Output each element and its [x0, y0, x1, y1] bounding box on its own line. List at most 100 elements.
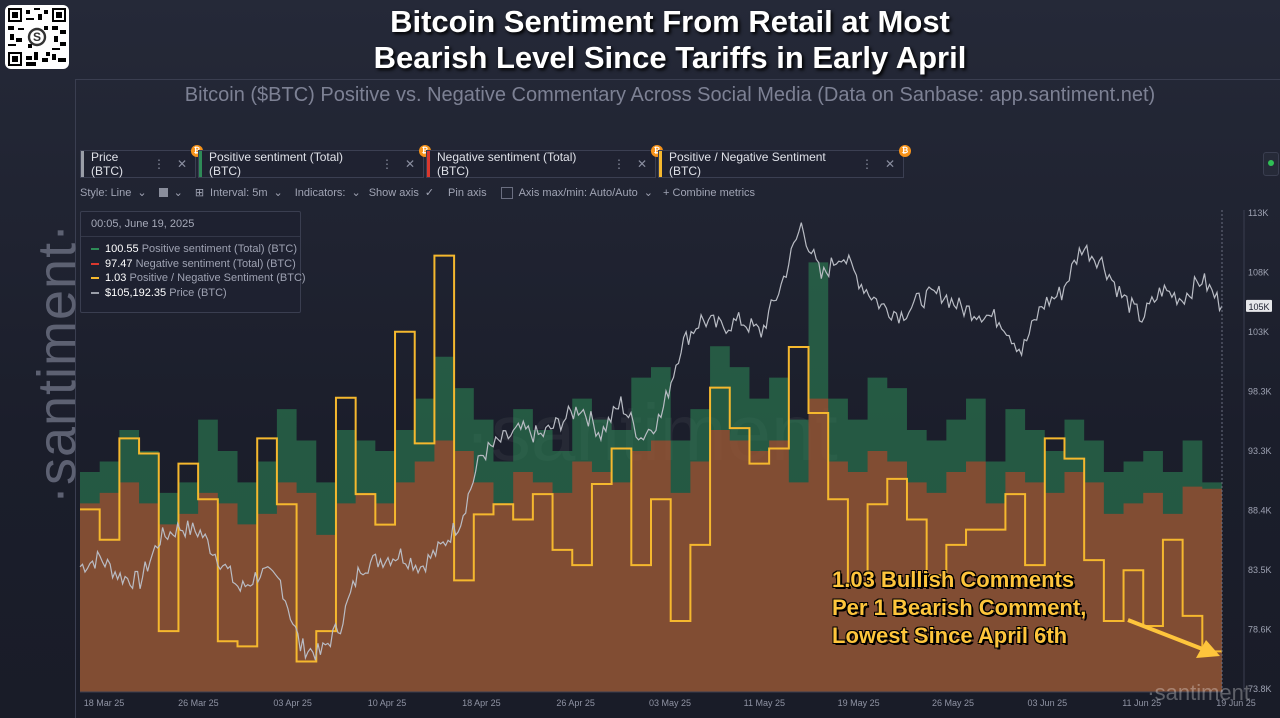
tab-menu-icon[interactable]: ⋮: [380, 157, 393, 171]
x-tick-label: 18 Apr 25: [462, 698, 501, 708]
close-icon[interactable]: ✕: [884, 157, 895, 171]
status-dot-icon: [1268, 160, 1274, 166]
tooltip-row-ratio: 1.03 Positive / Negative Sentiment (BTC): [81, 271, 306, 286]
y-tick-label: 93.3K: [1248, 446, 1272, 456]
close-icon[interactable]: ✕: [176, 157, 187, 171]
tab-negative-sentiment[interactable]: Negative sentiment (Total) (BTC) ⋮ ✕ ₿: [426, 145, 663, 178]
annotation-line-1: 1.03 Bullish Comments: [832, 567, 1075, 592]
chevron-down-icon[interactable]: ⌄: [643, 187, 654, 199]
indicators-dropdown[interactable]: Indicators:: [294, 186, 346, 199]
y-tick-label: 88.4K: [1248, 506, 1272, 516]
chart-toolbar: Style: Line ⌄ ⌄ ⊞ Interval: 5m ⌄ Indicat…: [80, 186, 761, 199]
tooltip-value: 1.03: [105, 272, 127, 284]
tab-menu-icon[interactable]: ⋮: [612, 157, 625, 171]
tab-label: Positive sentiment (Total) (BTC): [209, 150, 344, 178]
qr-code: S: [5, 5, 69, 69]
style-dropdown[interactable]: Style: Line: [80, 186, 132, 199]
interval-dropdown[interactable]: Interval: 5m: [210, 186, 268, 199]
tooltip-label: Positive sentiment (Total) (BTC): [141, 243, 297, 255]
tooltip-label: Negative sentiment (Total) (BTC): [135, 257, 296, 270]
color-swatch-icon[interactable]: [158, 188, 168, 197]
annotation-arrow-head-icon: [1196, 640, 1220, 658]
chevron-down-icon[interactable]: ⌄: [173, 187, 183, 199]
svg-text:S: S: [33, 30, 41, 44]
chevron-down-icon[interactable]: ⌄: [137, 187, 147, 199]
x-tick-label: 18 Mar 25: [84, 698, 125, 708]
tab-label: Positive / Negative Sentiment (BTC): [669, 150, 826, 178]
x-tick-label: 26 Mar 25: [178, 698, 219, 708]
live-status-button[interactable]: [1263, 152, 1279, 176]
chevron-down-icon[interactable]: ⌄: [351, 187, 361, 199]
interval-icon: ⊞: [194, 187, 205, 199]
tooltip-row-positive: 100.55 Positive sentiment (Total) (BTC): [81, 242, 300, 257]
chevron-down-icon[interactable]: ⌄: [273, 187, 283, 199]
legend-swatch: [91, 262, 99, 265]
current-price-tag: [1246, 299, 1272, 312]
y-tick-label: 78.6K: [1248, 625, 1272, 635]
x-tick-label: 19 May 25: [838, 698, 880, 708]
annotation-line-3: Lowest Since April 6th: [832, 623, 1068, 648]
legend-swatch: [91, 277, 99, 280]
current-price-label: 105K: [1248, 302, 1269, 312]
tooltip-row-price: $105,192.35 Price (BTC): [81, 286, 300, 301]
tooltip-label: Positive / Negative Sentiment (BTC): [129, 272, 306, 284]
tooltip-panel: 00:05, June 19, 2025 100.55 Positive sen…: [80, 211, 306, 313]
tooltip-value: 97.47: [105, 257, 133, 270]
title-line-2: Bearish Level Since Tariffs in Early Apr…: [373, 40, 967, 75]
axis-maxmin-dropdown[interactable]: Axis max/min: Auto/Auto: [518, 186, 638, 199]
title-line-1: Bitcoin Sentiment From Retail at Most: [390, 4, 950, 39]
close-icon[interactable]: ✕: [636, 157, 647, 171]
tooltip-row-negative: 97.47 Negative sentiment (Total) (BTC): [81, 257, 300, 272]
legend-swatch: [91, 291, 99, 294]
tooltip-value: $105,192.35: [105, 286, 167, 299]
tab-pos-neg-ratio[interactable]: Positive / Negative Sentiment (BTC) ⋮ ✕ …: [658, 145, 911, 178]
tab-menu-icon[interactable]: ⋮: [152, 157, 165, 171]
chart-subtitle: Bitcoin ($BTC) Positive vs. Negative Com…: [184, 84, 1156, 106]
show-axis-checkbox[interactable]: ✓: [424, 187, 435, 199]
tooltip-value: 100.55: [105, 243, 139, 255]
chart-title: Bitcoin Sentiment From Retail at Most Be…: [80, 4, 1260, 76]
combine-metrics-button[interactable]: + Combine metrics: [663, 186, 756, 199]
tab-color-bar: [427, 151, 430, 177]
tab-color-bar: [81, 151, 84, 177]
tab-label: Negative sentiment (Total) (BTC): [437, 150, 577, 178]
price-series-line: [79, 222, 1223, 661]
y-tick-label: 103K: [1248, 327, 1269, 337]
x-tick-label: 10 Apr 25: [368, 698, 407, 708]
chart-annotation: 1.03 Bullish Comments Per 1 Bearish Comm…: [832, 566, 1086, 650]
x-tick-label: 26 Apr 25: [556, 698, 595, 708]
x-tick-label: 11 May 25: [744, 698, 785, 708]
x-tick-label: 19 Jun 25: [1216, 698, 1256, 708]
x-tick-label: 03 Apr 25: [273, 698, 312, 708]
frame-divider-top: [75, 79, 1280, 80]
x-tick-label: 03 May 25: [649, 698, 691, 708]
ratio-series-line: [80, 254, 1222, 663]
y-tick-label: 83.5K: [1248, 565, 1272, 575]
pin-axis-label: Pin axis: [448, 186, 487, 199]
tooltip-label: Price (BTC): [169, 286, 227, 299]
y-tick-label: 98.3K: [1248, 387, 1272, 397]
y-tick-label: 73.8K: [1248, 684, 1272, 694]
tab-price[interactable]: Price (BTC) ⋮ ✕ ₿: [80, 145, 203, 178]
x-tick-label: 03 Jun 25: [1028, 698, 1068, 708]
annotation-arrow-line: [1127, 618, 1206, 652]
tab-positive-sentiment[interactable]: Positive sentiment (Total) (BTC) ⋮ ✕ ₿: [198, 145, 431, 178]
tab-menu-icon[interactable]: ⋮: [860, 157, 873, 171]
y-tick-label: 113K: [1248, 208, 1268, 218]
santiment-corner-watermark: ·santiment: [1147, 680, 1250, 705]
tab-label: Price (BTC): [91, 150, 123, 178]
x-tick-label: 11 Jun 25: [1122, 698, 1161, 708]
annotation-line-2: Per 1 Bearish Comment,: [832, 595, 1087, 620]
y-tick-label: 108K: [1248, 268, 1269, 278]
close-icon[interactable]: ✕: [404, 157, 415, 171]
metric-tabs: Price (BTC) ⋮ ✕ ₿ Positive sentiment (To…: [80, 145, 911, 178]
tab-color-bar: [199, 151, 202, 177]
tab-color-bar: [659, 151, 662, 177]
pin-axis-checkbox[interactable]: [500, 186, 513, 199]
bitcoin-icon: ₿: [899, 145, 911, 157]
x-tick-label: 26 May 25: [932, 698, 974, 708]
show-axis-label: Show axis: [368, 186, 419, 199]
frame-divider-left: [75, 79, 76, 718]
legend-swatch: [91, 248, 99, 251]
